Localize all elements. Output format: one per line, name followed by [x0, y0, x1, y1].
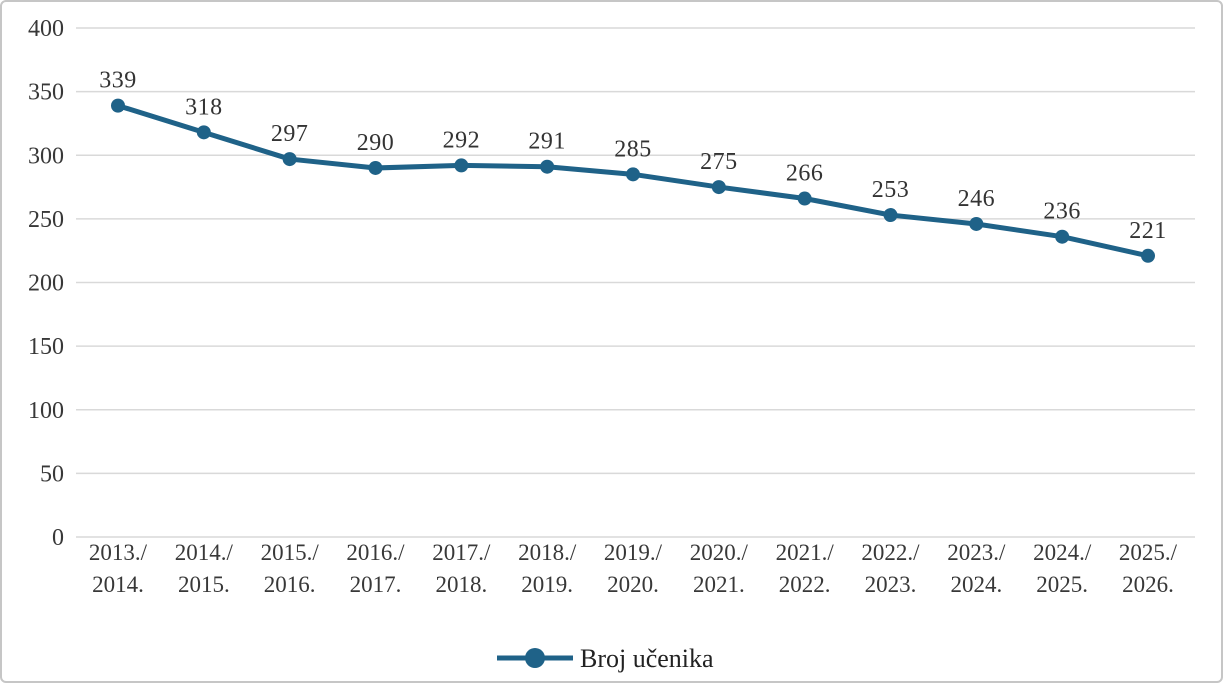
y-axis-tick-label: 400 [28, 16, 64, 42]
x-axis-tick-label: 2021./2022. [776, 540, 835, 597]
y-axis-tick-label: 150 [28, 334, 64, 360]
data-label: 253 [872, 177, 910, 203]
data-label: 266 [786, 161, 824, 187]
data-point-marker [1055, 229, 1070, 244]
data-point-marker [969, 216, 984, 231]
x-axis-tick-label: 2022./2023. [861, 540, 920, 597]
x-axis-tick-label: 2016./2017. [346, 540, 405, 597]
x-axis-tick-label: 2013./2014. [89, 540, 148, 597]
x-axis-tick-label: 2018./2019. [518, 540, 577, 597]
y-axis-tick-label: 50 [40, 461, 64, 487]
data-label: 292 [443, 127, 481, 153]
x-axis-tick-label: 2025./2026. [1119, 540, 1178, 597]
data-label: 275 [700, 149, 738, 175]
y-axis-tick-label: 200 [28, 271, 64, 297]
x-axis-tick-label: 2023./2024. [947, 540, 1006, 597]
data-point-marker [540, 159, 555, 174]
data-point-marker [282, 152, 297, 167]
x-axis-tick-label: 2015./2016. [261, 540, 320, 597]
data-label: 236 [1043, 199, 1081, 225]
data-label: 297 [271, 121, 309, 147]
data-point-marker [626, 167, 640, 182]
legend-label: Broj učenika [580, 644, 714, 673]
data-label: 291 [528, 129, 566, 155]
x-axis-tick-label: 2019./2020. [604, 540, 663, 597]
y-axis-tick-label: 250 [28, 207, 64, 233]
data-label: 339 [99, 68, 137, 94]
y-axis-tick-label: 100 [28, 398, 64, 424]
y-axis-tick-label: 300 [28, 143, 64, 169]
data-point-marker [883, 208, 898, 223]
data-label: 221 [1129, 218, 1167, 244]
data-point-marker [711, 180, 726, 195]
data-label: 285 [614, 136, 652, 162]
data-label: 318 [185, 94, 223, 120]
x-axis-tick-label: 2020./2021. [690, 540, 749, 597]
y-axis-tick-label: 0 [52, 525, 64, 551]
data-point-marker [797, 191, 812, 206]
x-axis-tick-label: 2017./2018. [432, 540, 491, 597]
data-point-marker [111, 98, 125, 113]
data-label: 290 [357, 130, 395, 156]
x-axis-tick-label: 2024./2025. [1033, 540, 1092, 597]
data-point-marker [196, 125, 211, 140]
data-point-marker [454, 158, 469, 173]
data-point-marker [368, 160, 383, 175]
y-axis-tick-label: 350 [28, 80, 64, 106]
data-label: 246 [958, 186, 996, 212]
legend-marker [525, 648, 545, 668]
x-axis-tick-label: 2014./2015. [175, 540, 234, 597]
data-point-marker [1141, 248, 1155, 263]
